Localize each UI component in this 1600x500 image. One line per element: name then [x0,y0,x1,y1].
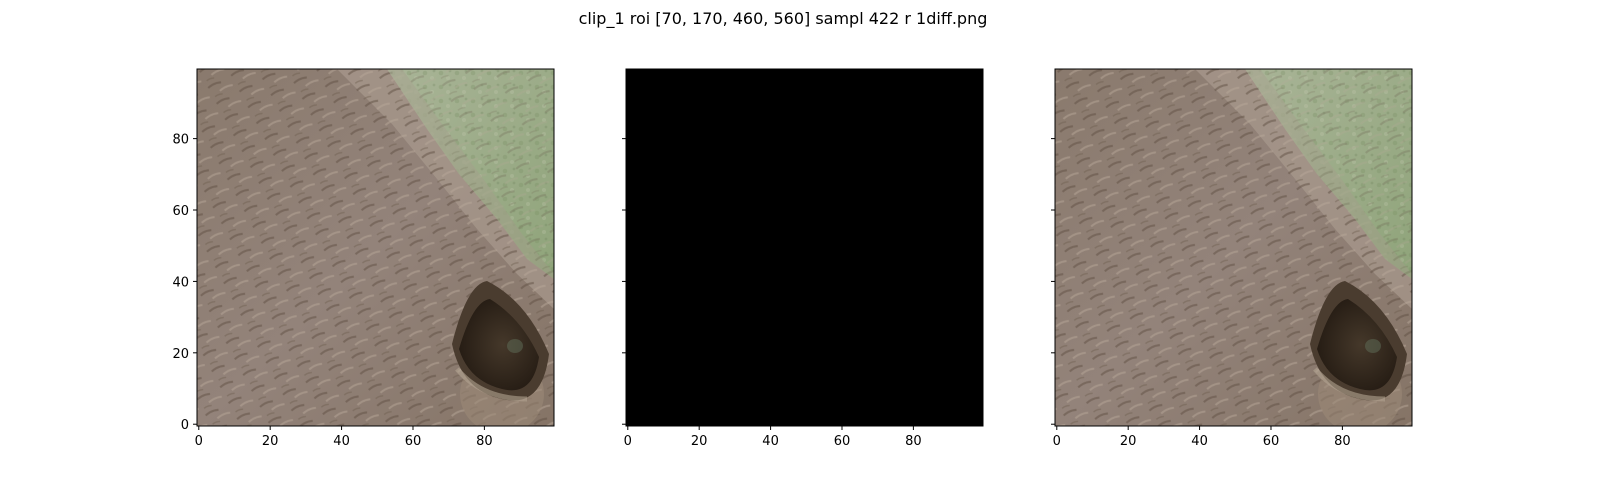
x-tick-label: 20 [1120,434,1137,449]
panel-middle-difference: 0 20 40 60 80 [622,68,984,449]
difference-content [626,69,983,426]
x-tick-label: 0 [624,434,632,449]
x-tick-label: 0 [1053,434,1061,449]
image-content [1055,69,1412,434]
x-tick-label: 20 [691,434,708,449]
x-tick-label: 80 [476,434,493,449]
y-tick-label: 20 [172,347,189,362]
x-axis: 0 20 40 60 80 [195,426,493,449]
axes-frame [196,68,555,427]
x-tick-label: 40 [1191,434,1208,449]
x-tick-label: 20 [262,434,279,449]
x-tick-label: 60 [405,434,422,449]
panel-left-image: 0 20 40 60 80 0 20 40 60 80 [172,68,555,449]
x-tick-label: 40 [333,434,350,449]
axes-frame [625,68,984,427]
x-tick-label: 60 [1263,434,1280,449]
y-tick-label: 40 [172,275,189,290]
x-tick-label: 0 [195,434,203,449]
x-tick-label: 60 [834,434,851,449]
y-axis: 0 20 40 60 80 [172,133,197,433]
y-axis [1051,138,1055,425]
panel-right-image: 0 20 40 60 80 [1051,68,1413,449]
x-axis: 0 20 40 60 80 [1053,426,1351,449]
y-tick-label: 80 [172,133,189,148]
x-tick-label: 80 [905,434,922,449]
y-tick-label: 60 [172,204,189,219]
image-content [197,69,554,434]
axes-frame [1054,68,1413,427]
x-tick-label: 80 [1334,434,1351,449]
y-axis [622,138,626,425]
y-tick-label: 0 [181,418,189,433]
x-tick-label: 40 [762,434,779,449]
figure-title: clip_1 roi [70, 170, 460, 560] sampl 422… [579,9,988,29]
x-axis: 0 20 40 60 80 [624,426,922,449]
